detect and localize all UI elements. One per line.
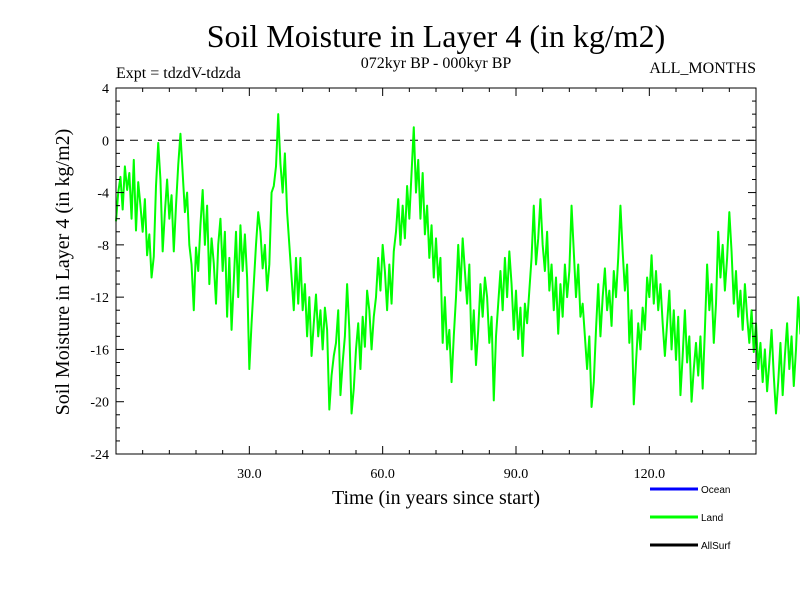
y-tick-label: -20	[90, 396, 109, 411]
x-tick-label: 90.0	[504, 467, 529, 482]
chart-subtitle: 072kyr BP - 000kyr BP	[361, 55, 512, 72]
y-tick-label: -8	[97, 239, 109, 254]
expt-label: Expt = tdzdV-tdzda	[116, 65, 241, 82]
y-tick-label: -4	[97, 187, 109, 202]
x-tick-label: 60.0	[370, 467, 395, 482]
x-tick-label: 120.0	[634, 467, 666, 482]
legend-label-ocean: Ocean	[701, 485, 730, 496]
x-axis-label: Time (in years since start)	[332, 487, 540, 509]
x-tick-label: 30.0	[237, 467, 262, 482]
legend-label-land: Land	[701, 513, 723, 524]
season-label: ALL_MONTHS	[649, 60, 756, 77]
plot-frame	[115, 87, 757, 455]
y-tick-label: -16	[90, 343, 109, 358]
y-axis: 4 0 -4 -8 -12 -16 -20 -24	[90, 82, 756, 463]
y-tick-label: 4	[102, 82, 109, 97]
series-line-land	[115, 113, 800, 415]
y-axis-label: Soil Moisture in Layer 4 (in kg/m2)	[52, 129, 74, 416]
y-tick-label: -12	[90, 291, 109, 306]
plot-area	[115, 113, 800, 415]
y-tick-label: 0	[102, 134, 109, 149]
chart-title: Soil Moisture in Layer 4 (in kg/m2)	[207, 18, 666, 54]
legend-label-allsurf: AllSurf	[701, 541, 731, 552]
y-tick-label: -24	[90, 448, 109, 463]
legend: Ocean Land AllSurf	[650, 485, 731, 552]
x-axis: 30.0 60.0 90.0 120.0	[142, 88, 730, 482]
